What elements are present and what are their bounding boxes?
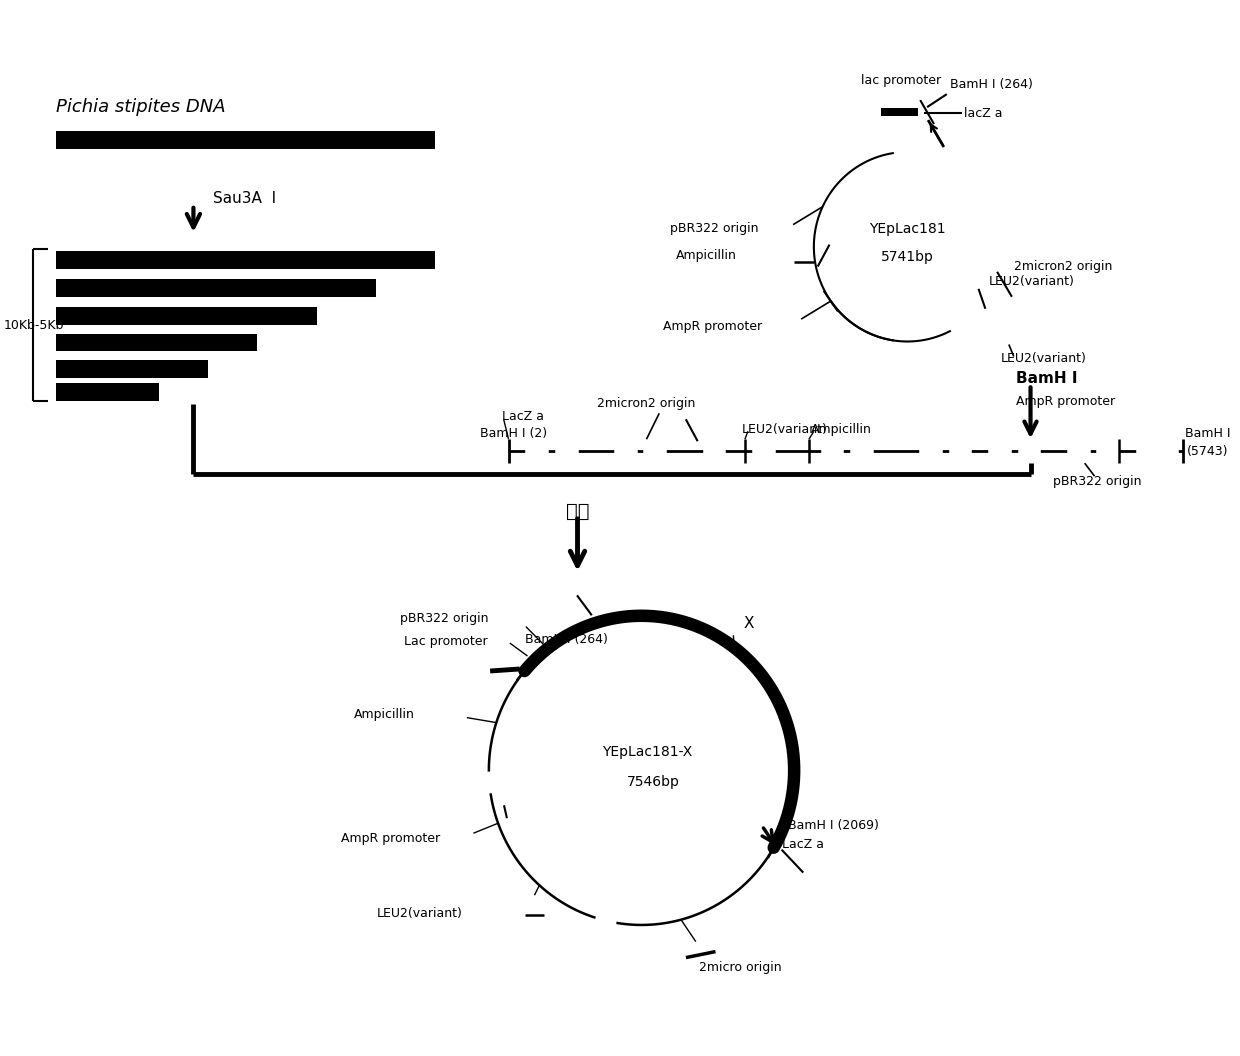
Text: BamH I (2069): BamH I (2069) <box>789 819 879 832</box>
Text: YEpLac181: YEpLac181 <box>869 222 946 235</box>
Text: 2micro origin: 2micro origin <box>699 961 781 974</box>
Text: Pichia stipites DNA: Pichia stipites DNA <box>56 98 226 116</box>
Text: 7546bp: 7546bp <box>626 775 680 789</box>
Text: pBR322 origin: pBR322 origin <box>399 612 489 625</box>
Text: LacZ a: LacZ a <box>781 838 823 851</box>
Text: LEU2(variant): LEU2(variant) <box>1001 352 1086 365</box>
Text: Ampicillin: Ampicillin <box>676 249 737 262</box>
Bar <box>56 383 159 401</box>
Text: Ampicillin: Ampicillin <box>811 422 872 436</box>
Text: Ampicillin: Ampicillin <box>353 709 414 721</box>
Text: LEU2(variant): LEU2(variant) <box>988 276 1074 288</box>
Text: LEU2(variant): LEU2(variant) <box>742 422 828 436</box>
Text: 10Kb-5Kb: 10Kb-5Kb <box>4 319 63 332</box>
Bar <box>56 131 435 149</box>
Text: BamH I (264): BamH I (264) <box>525 633 608 645</box>
Text: LEU2(variant): LEU2(variant) <box>377 907 463 920</box>
Text: 5741bp: 5741bp <box>880 249 934 264</box>
Bar <box>56 279 376 297</box>
Text: YEpLac181-X: YEpLac181-X <box>603 746 692 759</box>
Text: Lac promoter: Lac promoter <box>403 635 487 647</box>
Text: pBR322 origin: pBR322 origin <box>670 222 759 235</box>
Bar <box>56 334 258 352</box>
Text: 2micron2 origin: 2micron2 origin <box>1014 261 1112 274</box>
Bar <box>880 108 919 116</box>
Text: BamH I: BamH I <box>1016 371 1078 385</box>
Bar <box>56 306 316 324</box>
Text: BamH I (264): BamH I (264) <box>950 78 1033 91</box>
Text: X: X <box>743 616 754 630</box>
Text: (5743): (5743) <box>1187 445 1229 457</box>
Text: pBR322 origin: pBR322 origin <box>1053 474 1142 488</box>
Text: AmpR promoter: AmpR promoter <box>663 320 763 333</box>
Text: 2micron2 origin: 2micron2 origin <box>598 397 696 410</box>
Text: AmpR promoter: AmpR promoter <box>341 832 440 845</box>
Text: lac promoter: lac promoter <box>861 74 941 87</box>
Text: BamH I: BamH I <box>1185 427 1230 439</box>
Text: 连接: 连接 <box>565 502 589 521</box>
Text: BamH I (2): BamH I (2) <box>480 427 547 439</box>
Text: lacZ a: lacZ a <box>963 107 1002 119</box>
Text: Sau3A  I: Sau3A I <box>213 191 277 206</box>
Bar <box>56 360 208 378</box>
Bar <box>56 250 435 268</box>
Text: AmpR promoter: AmpR promoter <box>1016 395 1115 408</box>
Text: LacZ a: LacZ a <box>502 410 544 422</box>
